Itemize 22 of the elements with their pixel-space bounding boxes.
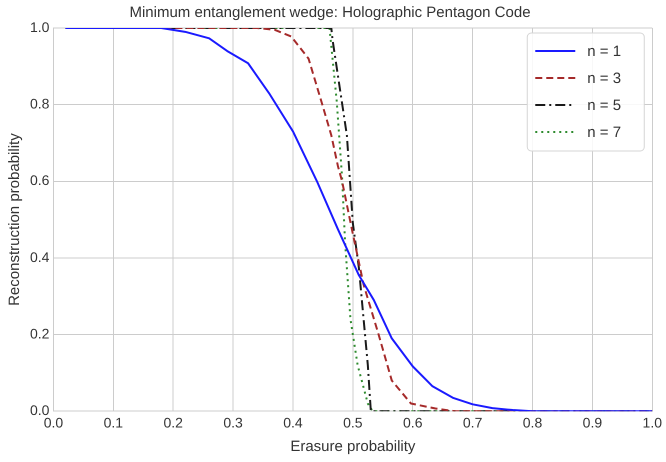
x-tick-label: 0.9 — [582, 414, 602, 430]
x-tick-label: 0.4 — [283, 414, 303, 430]
x-tick-label: 0.8 — [522, 414, 542, 430]
x-tick-label: 0.5 — [343, 414, 363, 430]
x-tick-label: 0.7 — [462, 414, 483, 430]
x-tick-label: 0.1 — [104, 414, 124, 430]
x-tick-label: 0.3 — [223, 414, 244, 430]
y-tick-label: 0.4 — [30, 248, 50, 265]
x-tick-label: 0.2 — [163, 414, 184, 430]
legend-label: n = 5 — [587, 97, 622, 114]
chart-title: Minimum entanglement wedge: Holographic Pentagon Code — [129, 4, 531, 22]
legend-label: n = 1 — [587, 43, 622, 60]
y-tick-label: 1.0 — [30, 18, 50, 35]
y-tick-label: 0.2 — [30, 325, 50, 342]
x-axis-title: Erasure probability — [290, 438, 416, 456]
y-tick-label: 0.8 — [30, 96, 50, 112]
legend-label: n = 7 — [587, 124, 622, 142]
y-tick-label: 0.6 — [30, 172, 50, 188]
legend-label: n = 3 — [587, 70, 622, 88]
x-tick-label: 1.0 — [642, 414, 662, 430]
x-tick-label: 0.6 — [403, 414, 423, 430]
y-axis-title: Reconstruction probability — [6, 132, 24, 306]
